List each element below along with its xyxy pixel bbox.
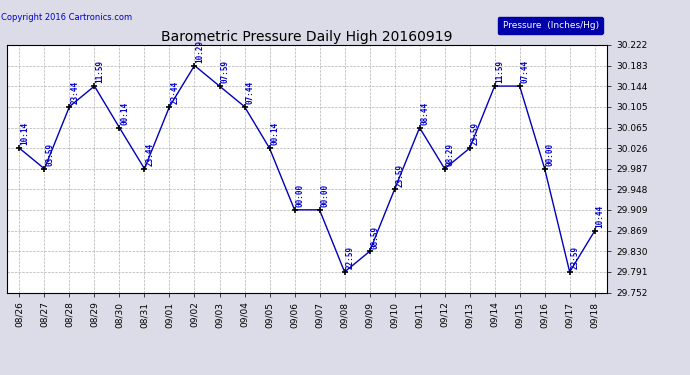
Text: 08:59: 08:59 (371, 225, 380, 249)
Text: 23:59: 23:59 (571, 246, 580, 269)
Text: 11:59: 11:59 (95, 60, 104, 83)
Text: 08:44: 08:44 (421, 102, 430, 125)
Text: 22:59: 22:59 (346, 246, 355, 269)
Text: 23:44: 23:44 (146, 143, 155, 166)
Text: 08:29: 08:29 (446, 143, 455, 166)
Text: 23:44: 23:44 (170, 81, 179, 104)
Text: 00:00: 00:00 (546, 143, 555, 166)
Text: Copyright 2016 Cartronics.com: Copyright 2016 Cartronics.com (1, 13, 132, 22)
Text: 10:14: 10:14 (21, 122, 30, 146)
Text: 07:44: 07:44 (246, 81, 255, 104)
Text: 23:44: 23:44 (70, 81, 79, 104)
Text: 00:14: 00:14 (121, 102, 130, 125)
Text: 07:44: 07:44 (521, 60, 530, 83)
Text: 00:00: 00:00 (295, 184, 304, 207)
Text: 03:59: 03:59 (46, 143, 55, 166)
Text: 11:59: 11:59 (495, 60, 504, 83)
Text: 00:00: 00:00 (321, 184, 330, 207)
Text: 23:59: 23:59 (395, 164, 404, 186)
Text: 10:29: 10:29 (195, 40, 204, 63)
Title: Barometric Pressure Daily High 20160919: Barometric Pressure Daily High 20160919 (161, 30, 453, 44)
Text: 23:59: 23:59 (471, 122, 480, 146)
Text: 00:14: 00:14 (270, 122, 279, 146)
Text: 10:44: 10:44 (595, 205, 604, 228)
Text: 07:59: 07:59 (221, 60, 230, 83)
Legend: Pressure  (Inches/Hg): Pressure (Inches/Hg) (497, 17, 602, 33)
